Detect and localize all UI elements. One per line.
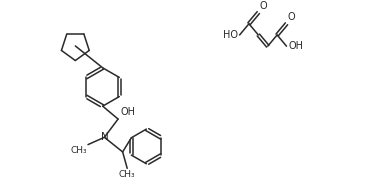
Text: OH: OH: [121, 107, 136, 117]
Text: OH: OH: [288, 41, 303, 51]
Text: CH₃: CH₃: [119, 170, 135, 179]
Text: CH₃: CH₃: [70, 146, 87, 155]
Text: HO: HO: [223, 30, 238, 40]
Text: N: N: [101, 132, 108, 142]
Text: O: O: [287, 12, 295, 22]
Text: O: O: [259, 1, 267, 11]
